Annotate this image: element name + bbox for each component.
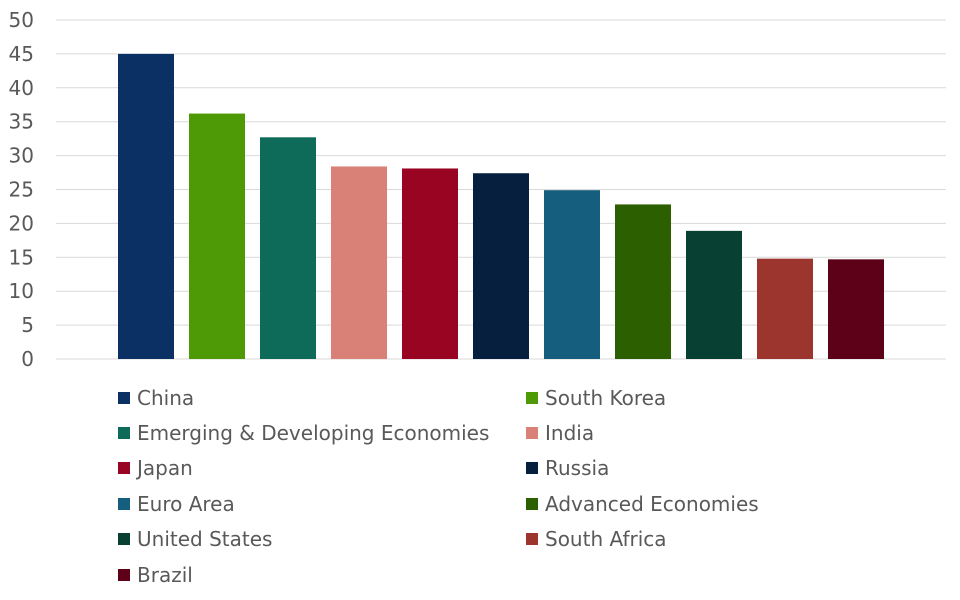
bar-emerging-developing-economies — [260, 137, 316, 359]
legend-item: Brazil — [118, 557, 526, 592]
legend: China South Korea Emerging & Developing Ec… — [118, 380, 938, 592]
y-tick-label: 50 — [9, 8, 34, 32]
bar-advanced-economies — [615, 204, 671, 359]
legend-label: Brazil — [137, 562, 193, 587]
bars — [118, 53, 884, 360]
legend-label: India — [545, 421, 595, 446]
legend-swatch — [118, 462, 130, 475]
legend-label: South Korea — [545, 385, 667, 410]
legend-item: Emerging & Developing Economies — [118, 415, 526, 450]
legend-item: Japan — [118, 451, 526, 486]
legend-label: China — [137, 385, 195, 410]
legend-label: United States — [137, 527, 273, 552]
legend-label: South Africa — [545, 527, 667, 552]
legend-swatch — [526, 533, 538, 546]
y-tick-label: 45 — [9, 42, 34, 66]
y-tick-label: 10 — [9, 279, 34, 303]
bar-russia — [473, 173, 529, 359]
bar-united-states — [686, 230, 742, 359]
legend-swatch — [526, 391, 538, 404]
y-tick-label: 30 — [9, 144, 34, 168]
legend-label: Russia — [545, 456, 610, 481]
legend-swatch — [118, 533, 130, 546]
bar-south-korea — [189, 113, 245, 360]
y-tick-label: 35 — [9, 110, 34, 134]
bar-south-africa — [757, 258, 813, 359]
y-tick-label: 40 — [9, 76, 34, 100]
bar-india — [331, 166, 387, 359]
legend-swatch — [118, 497, 130, 510]
y-tick-label: 25 — [9, 178, 34, 202]
legend-item: China — [118, 380, 526, 415]
bar-brazil — [828, 259, 884, 359]
legend-item: India — [526, 415, 926, 450]
legend-swatch — [118, 427, 130, 440]
y-axis-ticks: 0 5 10 15 20 25 30 35 40 45 50 — [9, 8, 34, 371]
legend-swatch — [118, 568, 130, 581]
bar-china — [118, 53, 174, 360]
y-tick-label: 15 — [9, 245, 34, 269]
legend-item: Russia — [526, 451, 926, 486]
legend-label: Emerging & Developing Economies — [137, 421, 490, 446]
legend-item: Euro Area — [118, 486, 526, 521]
legend-label: Advanced Economies — [545, 491, 759, 516]
y-tick-label: 0 — [21, 347, 34, 371]
bar-japan — [402, 168, 458, 359]
legend-swatch — [526, 462, 538, 475]
y-tick-label: 20 — [9, 211, 34, 235]
legend-item: South Korea — [526, 380, 926, 415]
y-tick-label: 5 — [21, 313, 34, 337]
legend-item: Advanced Economies — [526, 486, 926, 521]
legend-item: South Africa — [526, 522, 926, 557]
legend-label: Euro Area — [137, 491, 235, 516]
legend-label: Japan — [137, 456, 193, 481]
legend-item: United States — [118, 522, 526, 557]
legend-swatch — [526, 497, 538, 510]
legend-swatch — [526, 427, 538, 440]
bar-euro-area — [544, 190, 600, 359]
legend-swatch — [118, 391, 130, 404]
